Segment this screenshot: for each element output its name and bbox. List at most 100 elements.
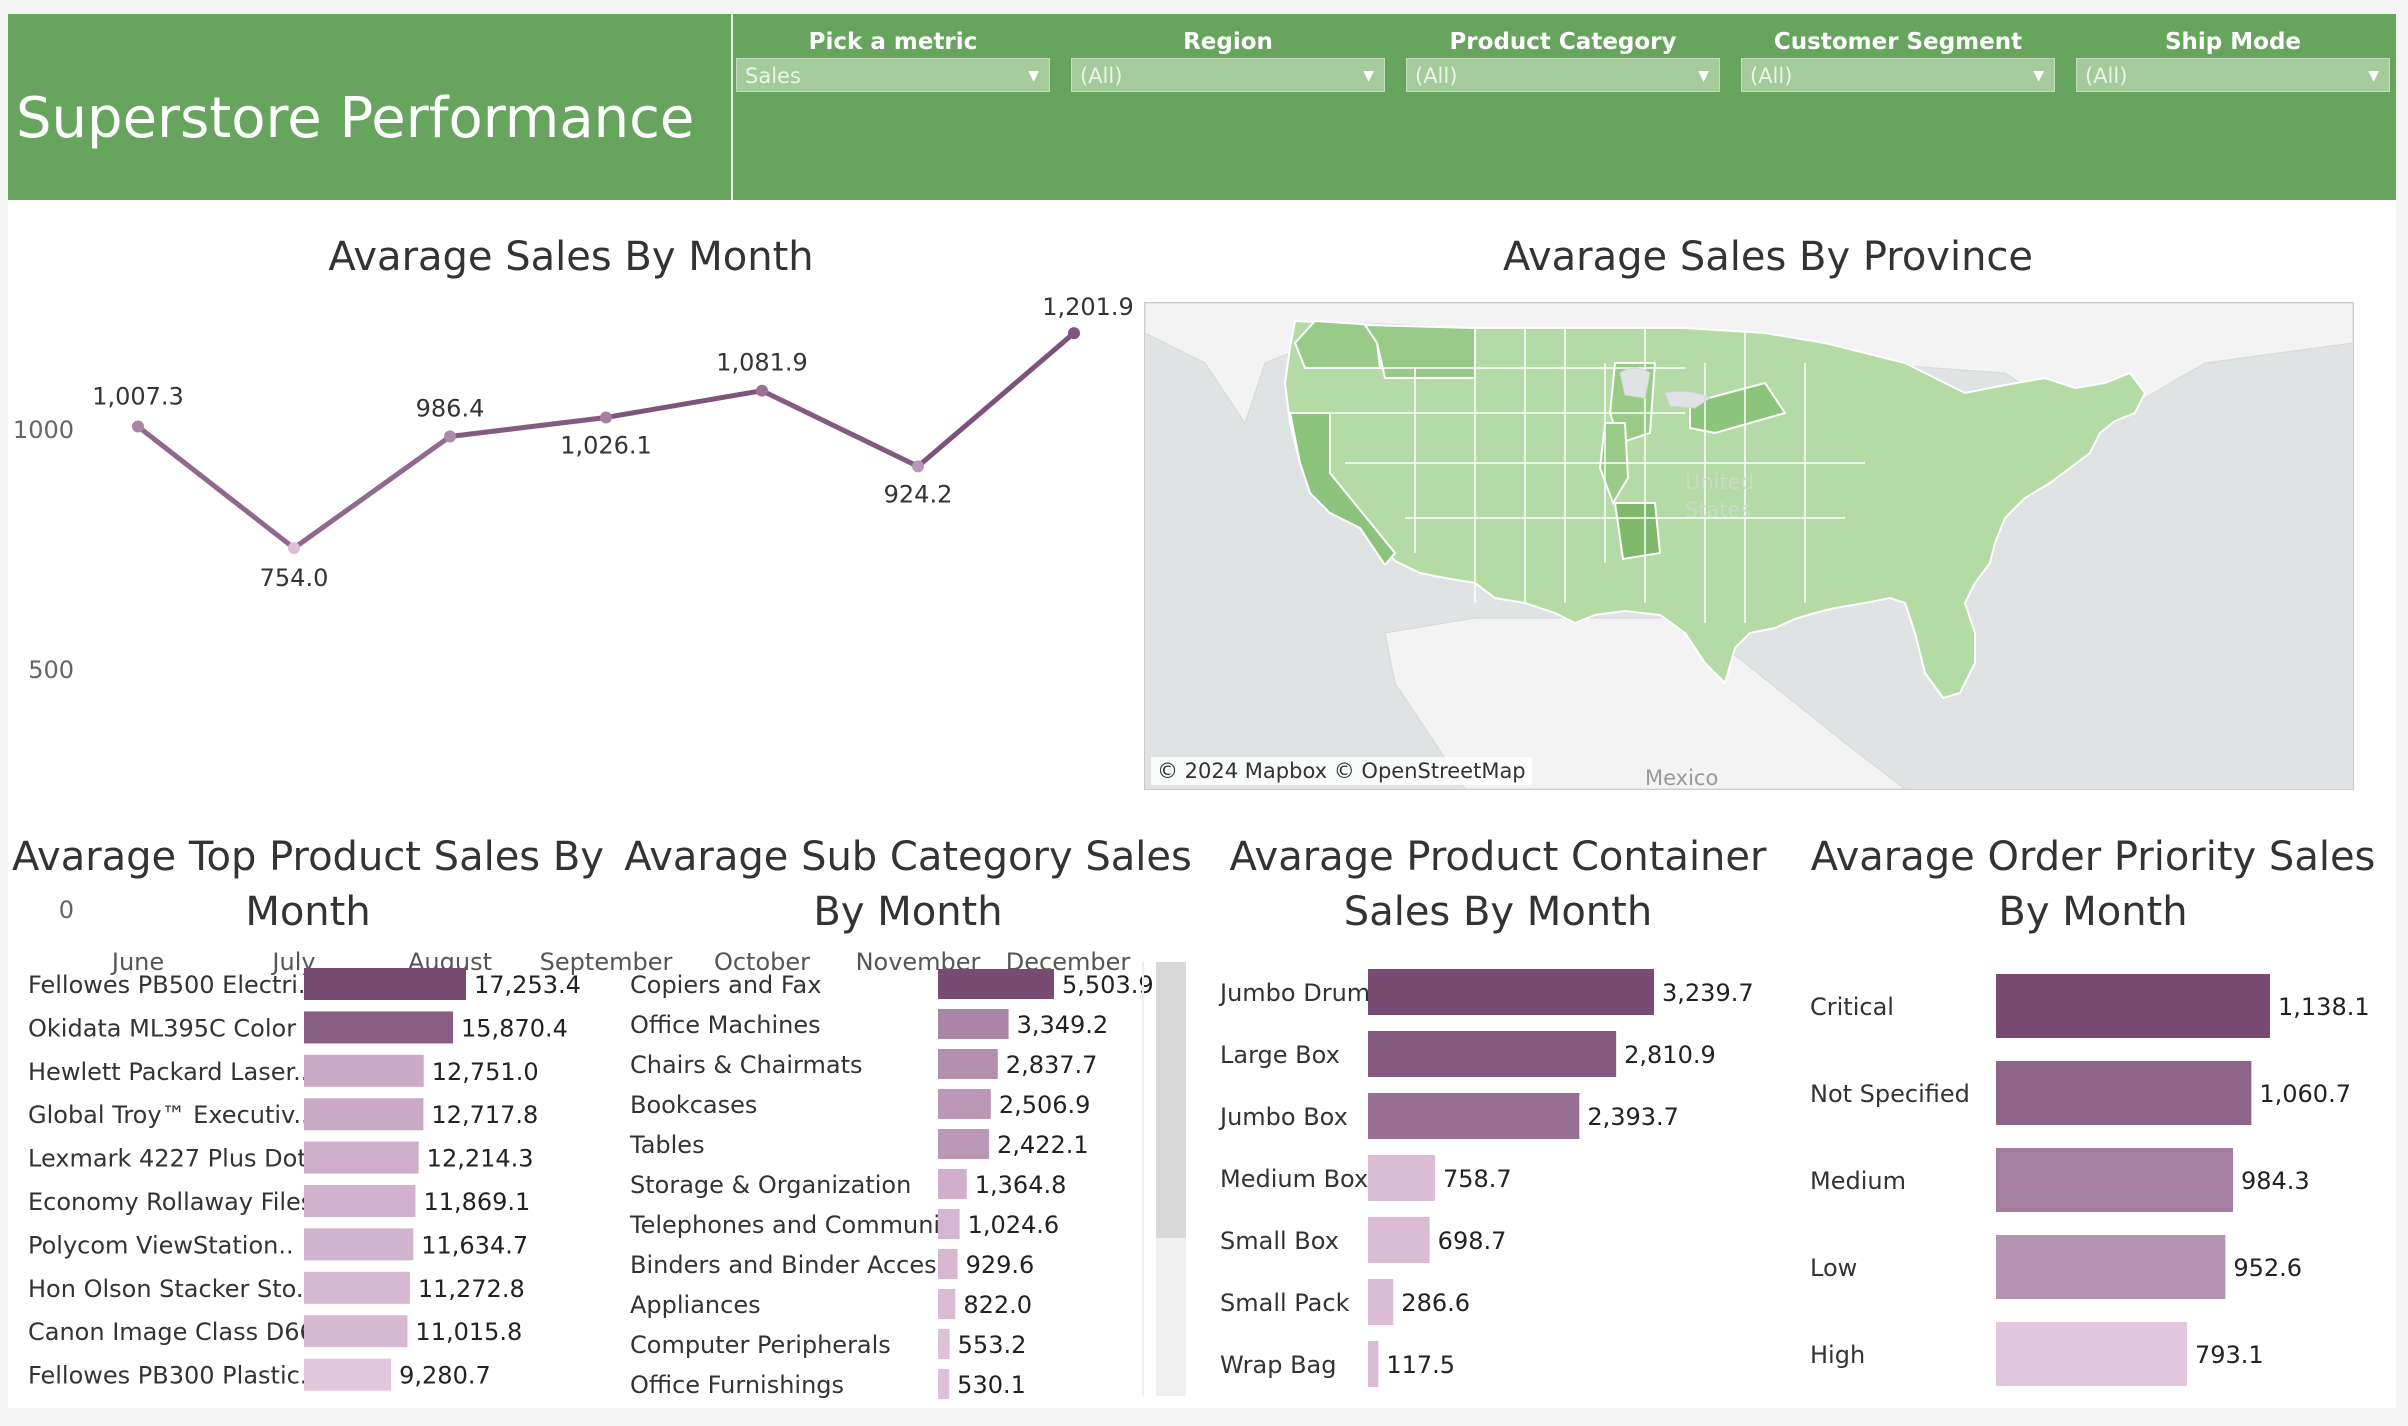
title-line: Avarage Order Priority Sales <box>1810 834 2376 880</box>
bar[interactable] <box>1996 1061 2252 1125</box>
bar-category-label: Appliances <box>630 1291 761 1319</box>
bar-category-label: Jumbo Box <box>1218 1103 1348 1131</box>
bar[interactable] <box>1368 1279 1394 1325</box>
bar-value-label: 11,272.8 <box>418 1275 525 1303</box>
bar[interactable] <box>304 1141 419 1174</box>
bar[interactable] <box>1996 1148 2233 1212</box>
sub-category-scrollbar[interactable] <box>1156 962 1186 1396</box>
bar[interactable] <box>1996 1322 2187 1386</box>
map-label-us-2: States <box>1685 498 1752 522</box>
bar-category-label: Copiers and Fax <box>630 971 821 999</box>
bar[interactable] <box>1368 1093 1580 1139</box>
bar[interactable] <box>304 968 466 1000</box>
filter-ship-mode: Ship Mode (All) ▼ <box>2076 26 2390 92</box>
bar[interactable] <box>304 1358 392 1391</box>
chevron-down-icon[interactable]: ▼ <box>2033 68 2044 84</box>
map-attribution[interactable]: © 2024 Mapbox © OpenStreetMap <box>1151 757 1532 785</box>
line-point[interactable] <box>288 542 300 555</box>
bar[interactable] <box>938 1369 950 1399</box>
sales-by-month-line-chart[interactable]: 050010001,007.3June754.0July986.4August1… <box>8 290 1144 990</box>
data-label: 1,007.3 <box>92 382 184 410</box>
dropdown-value: Sales <box>745 64 801 88</box>
bar[interactable] <box>938 1329 950 1359</box>
bar[interactable] <box>304 1271 410 1304</box>
bar[interactable] <box>1996 974 2270 1038</box>
bar[interactable] <box>1368 1031 1617 1077</box>
province-map[interactable]: United States Mexico © 2024 Mapbox © Ope… <box>1144 302 2354 790</box>
bar[interactable] <box>938 969 1054 999</box>
bar-value-label: 530.1 <box>957 1371 1026 1399</box>
state-new-york <box>1689 381 1787 435</box>
bar[interactable] <box>1368 1217 1430 1263</box>
bar[interactable] <box>304 1185 416 1217</box>
map-canvas[interactable]: United States Mexico <box>1145 303 2353 789</box>
bar[interactable] <box>1996 1235 2226 1299</box>
product-category-dropdown[interactable]: (All) ▼ <box>1406 58 1720 92</box>
filter-label: Product Category <box>1449 29 1677 55</box>
bar[interactable] <box>304 1315 408 1348</box>
line-point[interactable] <box>444 430 456 443</box>
bar-value-label: 3,239.7 <box>1662 979 1754 1007</box>
bar[interactable] <box>938 1209 960 1239</box>
bar[interactable] <box>938 1089 991 1119</box>
bar-value-label: 984.3 <box>2241 1167 2310 1195</box>
data-label: 986.4 <box>416 395 485 423</box>
filter-label: Pick a metric <box>808 29 978 55</box>
dropdown-value: (All) <box>1415 64 1458 88</box>
bar-category-label: Fellowes PB500 Electri.. <box>28 971 313 999</box>
bar[interactable] <box>938 1169 967 1199</box>
bar-category-label: Wrap Bag <box>1220 1351 1337 1379</box>
region-dropdown[interactable]: (All) ▼ <box>1071 58 1385 92</box>
top-product-title: Avarage Top Product Sales By Month <box>8 830 608 940</box>
bar[interactable] <box>304 1011 454 1044</box>
bar-category-label: Small Box <box>1220 1227 1339 1255</box>
bar[interactable] <box>1368 969 1654 1015</box>
bar[interactable] <box>938 1049 998 1079</box>
bar-value-label: 12,214.3 <box>427 1145 534 1173</box>
product-container-bar-chart[interactable]: Jumbo Drum 3,239.7 Large Box 2,810.9 Jumbo B… <box>1198 962 1778 1402</box>
bar[interactable] <box>1368 1155 1435 1201</box>
line-point[interactable] <box>912 460 924 473</box>
filter-label: Region <box>1183 29 1273 55</box>
filter-label: Ship Mode <box>2164 29 2302 55</box>
line-point[interactable] <box>1068 327 1080 340</box>
metric-dropdown[interactable]: Sales ▼ <box>736 58 1050 92</box>
bar-value-label: 2,837.7 <box>1006 1051 1098 1079</box>
customer-segment-dropdown[interactable]: (All) ▼ <box>1741 58 2055 92</box>
data-label: 924.2 <box>884 480 953 508</box>
bar-value-label: 1,060.7 <box>2259 1080 2351 1108</box>
scrollbar-thumb[interactable] <box>1156 962 1186 1238</box>
chevron-down-icon[interactable]: ▼ <box>1028 68 1039 84</box>
line-segment <box>136 424 296 551</box>
bar-category-label: Medium Box <box>1220 1165 1368 1193</box>
top-product-bar-chart[interactable]: Fellowes PB500 Electri.. 17,253.4 Okidata … <box>8 962 608 1402</box>
bar[interactable] <box>938 1009 1009 1039</box>
bar[interactable] <box>938 1289 956 1319</box>
bar[interactable] <box>304 1098 424 1131</box>
sub-category-bar-chart[interactable]: Copiers and Fax 5,503.9 Office Machines 3,3… <box>608 962 1156 1402</box>
bar[interactable] <box>304 1054 424 1087</box>
line-point[interactable] <box>756 384 768 397</box>
bar-category-label: Bookcases <box>630 1091 757 1119</box>
bar[interactable] <box>1368 1341 1379 1387</box>
filter-customer-segment: Customer Segment (All) ▼ <box>1741 26 2055 92</box>
title-line: By Month <box>813 889 1003 935</box>
bar[interactable] <box>938 1129 990 1159</box>
line-point[interactable] <box>600 411 612 424</box>
bar-category-label: Tables <box>629 1131 705 1159</box>
chevron-down-icon[interactable]: ▼ <box>1363 68 1374 84</box>
order-priority-bar-chart[interactable]: Critical 1,138.1 Not Specified 1,060.7 Mediu… <box>1798 962 2388 1402</box>
chevron-down-icon[interactable]: ▼ <box>1698 68 1709 84</box>
x-tick-label: June <box>110 948 164 976</box>
title-line: Month <box>245 889 371 935</box>
bar-value-label: 758.7 <box>1443 1165 1512 1193</box>
bar-value-label: 2,810.9 <box>1624 1041 1716 1069</box>
bar[interactable] <box>304 1228 414 1261</box>
line-point[interactable] <box>132 420 144 433</box>
chevron-down-icon[interactable]: ▼ <box>2368 68 2379 84</box>
bar-value-label: 1,364.8 <box>975 1171 1067 1199</box>
data-label: 1,201.9 <box>1042 293 1134 321</box>
bar-value-label: 822.0 <box>963 1291 1032 1319</box>
bar[interactable] <box>938 1249 958 1279</box>
ship-mode-dropdown[interactable]: (All) ▼ <box>2076 58 2390 92</box>
